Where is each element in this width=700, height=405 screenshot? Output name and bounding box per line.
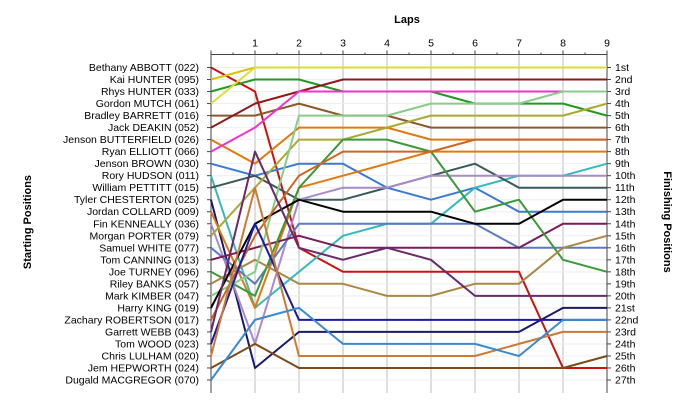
starting-label: Bradley BARRETT (016)	[84, 110, 199, 122]
finishing-label: 16th	[615, 242, 636, 254]
right-axis-title: Finishing Positions	[661, 171, 673, 272]
series-line-20	[210, 90, 607, 297]
finishing-label: 25th	[615, 350, 636, 362]
starting-label: Riley BANKS (057)	[110, 278, 199, 290]
finishing-label: 1st	[615, 62, 629, 74]
finishing-label: 10th	[615, 170, 636, 182]
finishing-label: 9th	[615, 158, 630, 170]
starting-label: Jem HEPWORTH (024)	[88, 362, 199, 374]
finishing-label: 27th	[615, 375, 636, 387]
starting-label: Tom WOOD (023)	[115, 338, 199, 350]
finishing-label: 4th	[615, 98, 630, 110]
series-line-21	[210, 198, 607, 309]
series-line-22	[210, 138, 607, 321]
starting-label: Dugald MACGREGOR (070)	[65, 375, 199, 387]
series-line-18	[210, 138, 608, 297]
finishing-label: 5th	[615, 110, 630, 122]
starting-label: Tyler CHESTERTON (025)	[74, 194, 199, 206]
starting-label: Joe TURNEY (096)	[109, 266, 199, 278]
finishing-label: 17th	[615, 254, 636, 266]
starting-label: Jenson BROWN (030)	[95, 158, 199, 170]
x-tick-label: 1	[252, 38, 258, 50]
x-axis-title: Laps	[394, 14, 420, 26]
finishing-label: 20th	[615, 290, 636, 302]
starting-label: Gordon MUTCH (061)	[96, 98, 199, 110]
finishing-label: 13th	[615, 206, 636, 218]
starting-label: Zachary ROBERTSON (017)	[64, 314, 199, 326]
finishing-label: 7th	[615, 134, 630, 146]
starting-label: Jack DEAKIN (052)	[108, 122, 199, 134]
series-line-4	[210, 66, 607, 105]
starting-label: Jenson BUTTERFIELD (026)	[63, 134, 199, 146]
series-line-27	[210, 306, 607, 381]
finishing-label: 3rd	[615, 86, 630, 98]
finishing-label: 2nd	[615, 74, 633, 86]
finishing-label: 18th	[615, 266, 636, 278]
starting-label: Jordan COLLARD (009)	[87, 206, 199, 218]
x-tick-label: 5	[428, 38, 434, 50]
finishing-label: 6th	[615, 122, 630, 134]
finishing-label: 8th	[615, 146, 630, 158]
left-axis-title: Starting Positions	[22, 175, 34, 269]
axes	[207, 50, 611, 393]
series-line-13	[210, 150, 607, 309]
series-line-8	[210, 90, 607, 153]
starting-label: Harry KING (019)	[117, 302, 199, 314]
finishing-label: 12th	[615, 194, 636, 206]
series-line-23	[210, 150, 607, 333]
finishing-label: 26th	[615, 362, 636, 374]
starting-label: Chris LULHAM (020)	[102, 350, 199, 362]
series-line-6	[210, 78, 607, 129]
starting-label: Ryan ELLIOTT (066)	[102, 146, 199, 158]
finishing-label: 23rd	[615, 326, 636, 338]
x-tick-label: 6	[472, 38, 478, 50]
starting-label: Garrett WEBB (043)	[105, 326, 199, 338]
series-line-2	[210, 66, 607, 81]
finishing-label: 22nd	[615, 314, 639, 326]
x-tick-label: 8	[560, 38, 566, 50]
starting-label: Tom CANNING (013)	[100, 254, 199, 266]
series-line-15	[210, 102, 608, 237]
starting-label: Samuel WHITE (077)	[99, 242, 199, 254]
x-tick-label: 7	[516, 38, 522, 50]
starting-label: William PETTITT (015)	[92, 182, 199, 194]
x-tick-label: 2	[296, 38, 302, 50]
x-tick-label: 3	[340, 38, 346, 50]
series-line-26	[210, 342, 608, 369]
starting-label: Mark KIMBER (047)	[105, 290, 199, 302]
starting-label: Rhys HUNTER (033)	[101, 86, 199, 98]
series-lines	[210, 66, 608, 381]
starting-labels: Bethany ABBOTT (022)Kai HUNTER (095)Rhys…	[63, 62, 199, 387]
starting-label: Fin KENNEALLY (036)	[93, 218, 199, 230]
finishing-label: 19th	[615, 278, 636, 290]
finishing-labels: 1st2nd3rd4th5th6th7th8th9th10th11th12th1…	[615, 62, 639, 387]
starting-label: Morgan PORTER (079)	[89, 230, 199, 242]
starting-label: Rory HUDSON (011)	[102, 170, 199, 182]
x-tick-label: 9	[604, 38, 610, 50]
finishing-label: 14th	[615, 218, 636, 230]
x-tick-labels: 1 2 3 4 5 6 7 8 9	[252, 38, 610, 50]
finishing-label: 24th	[615, 338, 636, 350]
finishing-label: 15th	[615, 230, 636, 242]
finishing-label: 21st	[615, 302, 635, 314]
starting-label: Bethany ABBOTT (022)	[89, 62, 199, 74]
finishing-label: 11th	[615, 182, 635, 194]
x-tick-label: 4	[384, 38, 390, 50]
series-line-16	[210, 222, 607, 285]
starting-label: Kai HUNTER (095)	[110, 74, 199, 86]
